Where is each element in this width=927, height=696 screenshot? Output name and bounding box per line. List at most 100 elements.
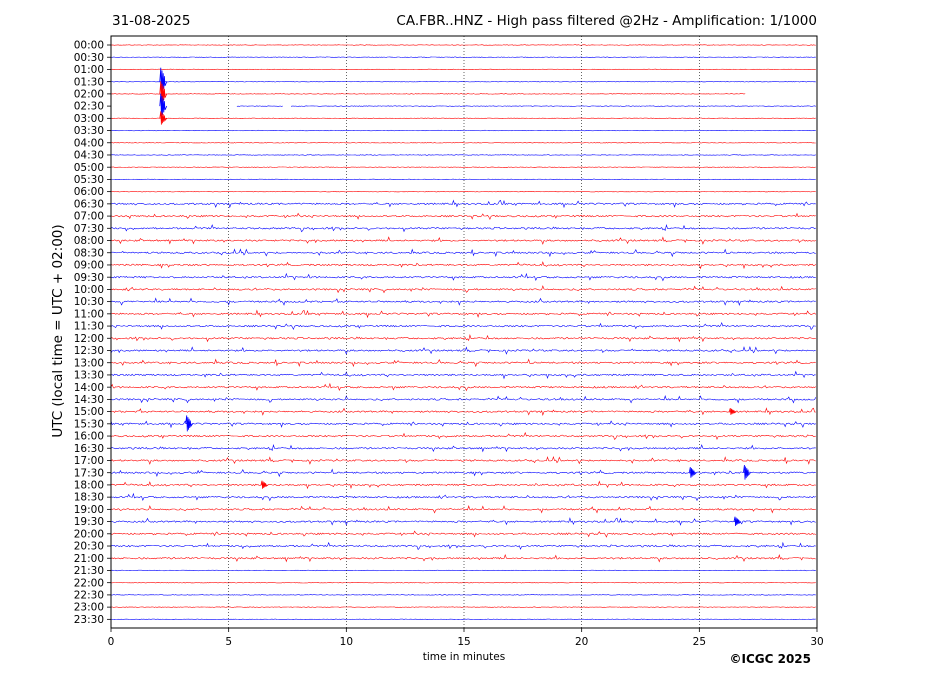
trace-line-0930 xyxy=(110,272,816,282)
trace-line-1130 xyxy=(110,321,816,331)
y-tick-label: 09:30 xyxy=(74,272,104,284)
trace-line-1730 xyxy=(110,468,816,478)
trace-line-1330 xyxy=(111,370,816,380)
y-tick-label: 22:30 xyxy=(74,590,104,602)
y-tick-label: 21:30 xyxy=(74,565,104,577)
trace-line-0230 xyxy=(236,105,816,107)
x-axis: 0 5 10 15 20 25 30 xyxy=(108,628,824,648)
x-tick-label: 0 xyxy=(108,636,115,648)
trace-line-1400 xyxy=(110,382,816,392)
y-tick-label: 13:30 xyxy=(74,370,104,382)
trace-line-1900 xyxy=(110,505,816,514)
x-tick-label: 10 xyxy=(340,636,353,648)
y-tick-label: 21:00 xyxy=(74,553,104,565)
x-tick-label: 30 xyxy=(810,636,823,648)
trace-line-1430 xyxy=(110,395,817,404)
y-tick-label: 05:30 xyxy=(74,174,104,186)
y-tick-label: 09:00 xyxy=(74,260,104,272)
x-tick-label: 5 xyxy=(225,636,232,648)
y-tick-label: 18:30 xyxy=(74,492,104,504)
y-axis-label: UTC (local time = UTC + 02:00) xyxy=(50,224,66,437)
trace-line-1100 xyxy=(110,309,817,319)
y-tick-label: 17:30 xyxy=(74,467,104,479)
trace-line-1700 xyxy=(110,456,816,465)
y-tick-label: 13:00 xyxy=(74,357,104,369)
trace-line-1000 xyxy=(110,285,816,294)
plot-frame xyxy=(110,35,818,629)
trace-line-0630 xyxy=(110,199,816,209)
event-spike-0 xyxy=(159,67,168,95)
x-tick-label: 20 xyxy=(575,636,588,648)
y-tick-label: 23:30 xyxy=(74,614,104,626)
y-tick-label: 10:00 xyxy=(74,284,104,296)
y-axis: 00:0000:3001:0001:3002:0002:3003:0003:30… xyxy=(74,40,111,626)
y-tick-label: 04:30 xyxy=(74,150,104,162)
trace-line-0730 xyxy=(111,224,816,233)
trace-line-0100 xyxy=(110,68,816,71)
y-tick-label: 17:00 xyxy=(74,455,104,467)
y-tick-label: 23:00 xyxy=(74,602,104,614)
trace-line-2200 xyxy=(110,582,816,584)
y-tick-label: 19:30 xyxy=(74,516,104,528)
x-tick-label: 25 xyxy=(693,636,706,648)
event-spike-7 xyxy=(733,516,742,527)
y-tick-label: 14:00 xyxy=(74,382,104,394)
trace-line-1530 xyxy=(110,420,816,429)
trace-line-0330 xyxy=(111,129,816,132)
event-spike-2 xyxy=(159,93,168,118)
y-tick-label: 15:00 xyxy=(74,406,104,418)
y-tick-label: 12:30 xyxy=(74,345,104,357)
chart-title: CA.FBR..HNZ - High pass filtered @2Hz - … xyxy=(396,13,817,29)
x-axis-label: time in minutes xyxy=(423,651,505,663)
y-tick-label: 20:00 xyxy=(74,528,104,540)
y-tick-label: 02:30 xyxy=(74,101,104,113)
trace-line-1830 xyxy=(110,492,816,502)
y-tick-label: 10:30 xyxy=(74,296,104,308)
y-tick-label: 01:00 xyxy=(74,64,104,76)
trace-line-1500 xyxy=(110,407,816,416)
trace-line-0030 xyxy=(110,56,816,58)
trace-line-0500 xyxy=(111,166,816,168)
trace-line-0300 xyxy=(110,117,816,119)
y-tick-label: 01:30 xyxy=(74,76,104,88)
y-tick-label: 14:30 xyxy=(74,394,104,406)
trace-line-1030 xyxy=(110,297,816,306)
y-tick-label: 22:00 xyxy=(74,577,104,589)
y-tick-label: 02:00 xyxy=(74,88,104,100)
y-tick-label: 16:00 xyxy=(74,431,104,443)
event-spike-5 xyxy=(688,467,697,478)
trace-line-2130 xyxy=(110,569,816,572)
y-tick-label: 18:00 xyxy=(74,480,104,492)
trace-line-0400 xyxy=(110,142,816,144)
y-tick-label: 15:30 xyxy=(74,418,104,430)
trace-line-0200 xyxy=(110,93,746,95)
y-tick-label: 03:30 xyxy=(74,125,104,137)
y-tick-label: 07:30 xyxy=(74,223,104,235)
trace-line-1300 xyxy=(110,358,816,368)
y-tick-label: 08:00 xyxy=(74,235,104,247)
chart-date: 31-08-2025 xyxy=(112,13,190,29)
y-tick-label: 19:00 xyxy=(74,504,104,516)
y-tick-label: 07:00 xyxy=(74,211,104,223)
y-tick-label: 20:30 xyxy=(74,541,104,553)
trace-line-0600 xyxy=(110,190,816,193)
y-tick-label: 03:00 xyxy=(74,113,104,125)
y-tick-label: 06:30 xyxy=(74,198,104,210)
y-tick-label: 00:30 xyxy=(74,52,104,64)
trace-line-0900 xyxy=(110,261,816,270)
trace-line-2100 xyxy=(110,554,816,563)
event-spike-1 xyxy=(159,81,168,106)
y-tick-label: 06:00 xyxy=(74,186,104,198)
event-spike-6 xyxy=(743,464,751,480)
trace-line-1630 xyxy=(110,444,816,453)
trace-line-1800 xyxy=(110,480,816,490)
y-tick-label: 11:30 xyxy=(74,321,104,333)
y-tick-label: 16:30 xyxy=(74,443,104,455)
y-tick-label: 08:30 xyxy=(74,247,104,259)
trace-line-0830 xyxy=(110,248,816,258)
trace-line-1230 xyxy=(110,346,816,355)
event-spike-9 xyxy=(728,407,737,415)
trace-line-0430 xyxy=(110,154,816,156)
event-spike-3 xyxy=(159,111,168,125)
